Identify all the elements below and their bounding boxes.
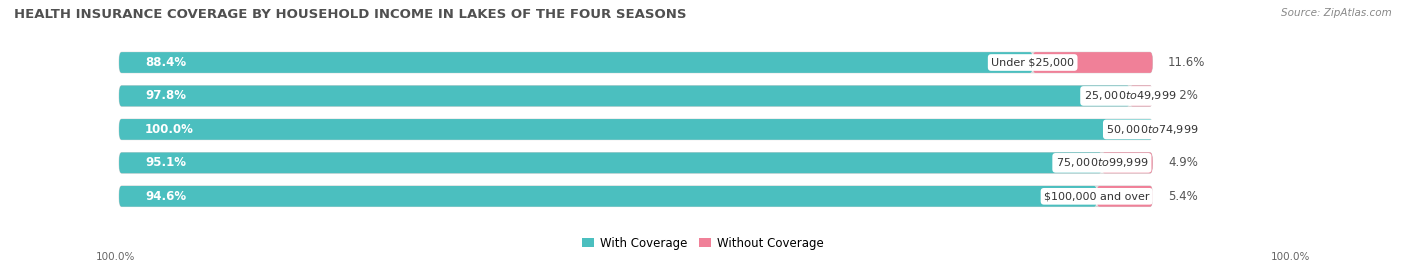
Text: $75,000 to $99,999: $75,000 to $99,999 [1056, 156, 1149, 169]
FancyBboxPatch shape [120, 52, 1153, 73]
FancyBboxPatch shape [120, 153, 1102, 173]
FancyBboxPatch shape [120, 119, 1153, 140]
FancyBboxPatch shape [1097, 186, 1153, 207]
Text: Under $25,000: Under $25,000 [991, 58, 1074, 68]
FancyBboxPatch shape [1130, 86, 1153, 106]
Text: 88.4%: 88.4% [145, 56, 186, 69]
Text: 5.4%: 5.4% [1168, 190, 1198, 203]
FancyBboxPatch shape [120, 119, 1153, 140]
Text: HEALTH INSURANCE COVERAGE BY HOUSEHOLD INCOME IN LAKES OF THE FOUR SEASONS: HEALTH INSURANCE COVERAGE BY HOUSEHOLD I… [14, 8, 686, 21]
FancyBboxPatch shape [120, 52, 1032, 73]
FancyBboxPatch shape [1102, 153, 1153, 173]
Text: 11.6%: 11.6% [1168, 56, 1205, 69]
FancyBboxPatch shape [120, 86, 1153, 106]
Text: 95.1%: 95.1% [145, 156, 186, 169]
Text: 2.2%: 2.2% [1168, 89, 1198, 102]
Text: $25,000 to $49,999: $25,000 to $49,999 [1084, 89, 1175, 102]
FancyBboxPatch shape [120, 186, 1097, 207]
FancyBboxPatch shape [120, 186, 1153, 207]
FancyBboxPatch shape [120, 153, 1153, 173]
Text: Source: ZipAtlas.com: Source: ZipAtlas.com [1281, 8, 1392, 18]
Text: 94.6%: 94.6% [145, 190, 186, 203]
Text: 97.8%: 97.8% [145, 89, 186, 102]
FancyBboxPatch shape [1032, 52, 1153, 73]
FancyBboxPatch shape [120, 86, 1130, 106]
Text: 100.0%: 100.0% [145, 123, 194, 136]
Legend: With Coverage, Without Coverage: With Coverage, Without Coverage [582, 237, 824, 249]
Text: $50,000 to $74,999: $50,000 to $74,999 [1107, 123, 1199, 136]
Text: 4.9%: 4.9% [1168, 156, 1198, 169]
Text: $100,000 and over: $100,000 and over [1045, 191, 1150, 201]
Text: 100.0%: 100.0% [96, 252, 135, 262]
Text: 0.0%: 0.0% [1168, 123, 1198, 136]
Text: 100.0%: 100.0% [1271, 252, 1310, 262]
